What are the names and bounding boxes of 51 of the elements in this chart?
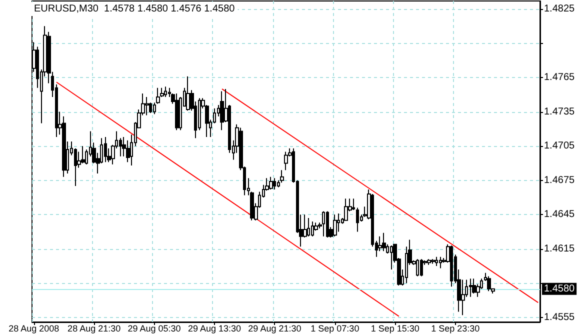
x-tick-label: 28 Aug 2008 (8, 324, 60, 334)
candlestick (420, 258, 423, 277)
candlestick (62, 116, 66, 178)
y-tick-label: 1.4735 (544, 106, 576, 118)
candlestick (416, 258, 419, 277)
x-tick-label: 29 Aug 13:30 (188, 324, 242, 334)
candlestick (427, 258, 431, 266)
y-tick-label: 1.4765 (544, 72, 576, 84)
chart-title: EURUSD,M30 1.4578 1.4580 1.4576 1.4580 (34, 4, 236, 14)
x-tick-label: 1 Sep 15:30 (370, 324, 420, 334)
x-tick-label: 29 Aug 05:30 (128, 324, 181, 334)
candlestick (431, 258, 435, 264)
candlestick (344, 198, 348, 221)
candlestick (450, 244, 453, 288)
candlestick (280, 170, 284, 184)
x-tick-label: 29 Aug 21:30 (248, 324, 302, 334)
candlestick (81, 146, 85, 164)
candlestick (273, 178, 276, 190)
y-tick-label: 1.4645 (544, 209, 576, 220)
candlestick (186, 76, 190, 112)
candlestick (145, 96, 149, 116)
x-tick-label: 28 Aug 21:30 (68, 324, 121, 334)
y-tick-label: 1.4615 (544, 243, 576, 254)
candlestick (326, 210, 329, 238)
candlestick (439, 256, 442, 269)
candlestick (352, 198, 355, 211)
candlestick (322, 210, 325, 237)
candlestick (390, 244, 393, 270)
candlestick (104, 136, 107, 163)
candlestick (382, 232, 386, 252)
y-tick-label: 1.4825 (544, 3, 576, 14)
candlestick (269, 176, 273, 190)
x-tick-label: 1 Sep 23:30 (431, 324, 480, 334)
ref-line-label: 1.4580 (544, 283, 576, 294)
candlestick (472, 278, 476, 294)
candlestick (220, 90, 224, 131)
y-tick-label: 1.4555 (544, 312, 576, 323)
candlestick (307, 218, 310, 237)
candlestick (284, 151, 288, 171)
y-tick-label: 1.4675 (544, 174, 576, 186)
candlestick (356, 207, 359, 232)
candlestick (435, 256, 438, 267)
candlestick (487, 276, 491, 292)
y-tick-label: 1.4705 (544, 140, 576, 152)
candlestick (311, 220, 314, 237)
candlestick (469, 278, 472, 298)
candlestick (164, 86, 167, 98)
x-tick-label: 1 Sep 07:30 (310, 324, 360, 334)
candlestick (337, 212, 340, 232)
candlestick (175, 93, 179, 131)
candlestick (333, 214, 337, 237)
